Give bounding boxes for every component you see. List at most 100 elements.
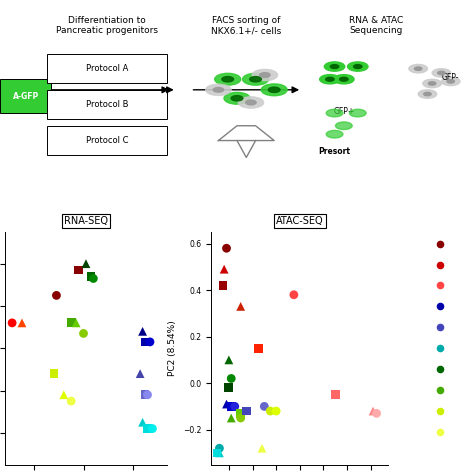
- Point: [80, 329, 87, 337]
- Circle shape: [334, 74, 354, 84]
- Point: [213, 449, 221, 456]
- Circle shape: [324, 62, 345, 71]
- Point: [220, 265, 228, 273]
- Point: [53, 292, 60, 299]
- Circle shape: [224, 92, 250, 104]
- Circle shape: [414, 67, 422, 70]
- Point: [90, 275, 97, 283]
- Circle shape: [250, 77, 262, 82]
- Point: [237, 414, 245, 422]
- Text: Protocol B: Protocol B: [86, 100, 128, 109]
- Y-axis label: PC2 (8.54%): PC2 (8.54%): [168, 320, 177, 376]
- Point: [9, 319, 16, 327]
- Point: [144, 425, 151, 432]
- Circle shape: [447, 80, 455, 83]
- Point: [255, 345, 262, 352]
- Point: [231, 402, 238, 410]
- Point: [137, 370, 144, 377]
- Text: Presort: Presort: [319, 147, 351, 156]
- Circle shape: [268, 87, 280, 92]
- Point: [139, 419, 146, 426]
- Circle shape: [336, 122, 352, 129]
- Circle shape: [222, 77, 234, 82]
- Circle shape: [238, 97, 264, 109]
- Circle shape: [260, 73, 270, 77]
- Text: Protocol A: Protocol A: [86, 64, 128, 73]
- Point: [228, 414, 235, 422]
- Point: [369, 407, 377, 415]
- Circle shape: [243, 73, 269, 85]
- Circle shape: [347, 62, 368, 71]
- Circle shape: [231, 96, 243, 101]
- Circle shape: [423, 79, 441, 88]
- FancyBboxPatch shape: [46, 54, 167, 83]
- Circle shape: [349, 109, 366, 117]
- Point: [225, 356, 233, 364]
- Point: [144, 391, 151, 399]
- Circle shape: [205, 84, 231, 96]
- Circle shape: [432, 69, 451, 77]
- Circle shape: [326, 130, 343, 138]
- Point: [146, 338, 154, 346]
- Point: [216, 449, 223, 456]
- Point: [273, 407, 280, 415]
- Point: [237, 410, 245, 417]
- Point: [149, 425, 156, 432]
- Point: [60, 391, 68, 399]
- Point: [266, 407, 274, 415]
- Title: RNA-SEQ: RNA-SEQ: [64, 216, 108, 226]
- Circle shape: [326, 109, 343, 117]
- Point: [223, 400, 230, 408]
- Point: [243, 407, 250, 415]
- Point: [258, 445, 266, 452]
- Circle shape: [438, 71, 445, 74]
- Point: [75, 266, 82, 274]
- Text: A-GFP: A-GFP: [12, 91, 39, 100]
- Point: [18, 319, 26, 327]
- Circle shape: [319, 74, 340, 84]
- Point: [219, 282, 227, 289]
- Point: [225, 384, 233, 392]
- Circle shape: [246, 100, 256, 105]
- Text: FACS sorting of
NKX6.1+/- cells: FACS sorting of NKX6.1+/- cells: [211, 16, 282, 35]
- Circle shape: [326, 77, 334, 81]
- FancyBboxPatch shape: [46, 126, 167, 155]
- Point: [237, 302, 245, 310]
- Point: [67, 319, 75, 327]
- Circle shape: [428, 82, 436, 85]
- Point: [228, 402, 235, 410]
- Circle shape: [215, 73, 241, 85]
- Circle shape: [213, 87, 224, 92]
- Text: Differentiation to
Pancreatic progenitors: Differentiation to Pancreatic progenitor…: [56, 16, 158, 35]
- Circle shape: [340, 77, 348, 81]
- Text: GFP+: GFP+: [333, 107, 355, 116]
- Circle shape: [441, 77, 460, 86]
- Text: RNA & ATAC
Sequencing: RNA & ATAC Sequencing: [349, 16, 403, 35]
- Point: [331, 391, 339, 399]
- Point: [87, 273, 95, 280]
- FancyBboxPatch shape: [0, 79, 51, 113]
- Point: [216, 445, 223, 452]
- Point: [228, 374, 235, 382]
- Title: ATAC-SEQ: ATAC-SEQ: [276, 216, 324, 226]
- Circle shape: [330, 64, 339, 68]
- Text: GFP-: GFP-: [442, 73, 459, 82]
- Circle shape: [354, 64, 362, 68]
- Point: [261, 402, 268, 410]
- Point: [223, 245, 230, 252]
- Point: [373, 410, 380, 417]
- FancyBboxPatch shape: [46, 90, 167, 119]
- Point: [139, 328, 146, 335]
- Text: Protocol C: Protocol C: [86, 136, 128, 145]
- Circle shape: [409, 64, 428, 73]
- Point: [67, 397, 75, 405]
- Point: [50, 370, 58, 377]
- Circle shape: [418, 90, 437, 98]
- Point: [141, 338, 149, 346]
- Circle shape: [424, 92, 431, 96]
- Point: [141, 391, 149, 399]
- Point: [82, 260, 90, 267]
- Point: [290, 291, 298, 299]
- Circle shape: [261, 84, 287, 96]
- Circle shape: [252, 69, 278, 81]
